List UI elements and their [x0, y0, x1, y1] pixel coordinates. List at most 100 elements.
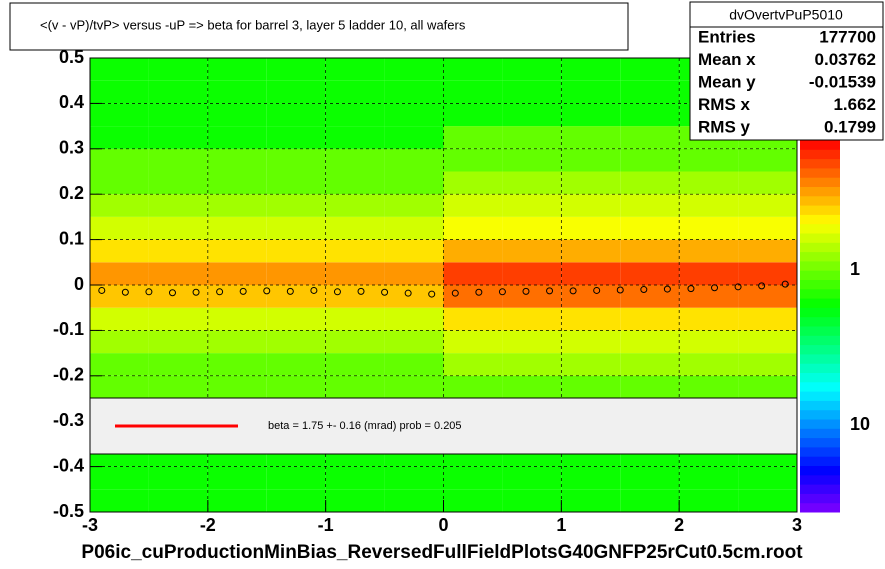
- heatmap-cell: [148, 80, 208, 104]
- colorbar-step: [800, 484, 840, 494]
- colorbar-step: [800, 242, 840, 253]
- heatmap-cell: [502, 239, 562, 263]
- stats-value: 0.1799: [824, 117, 876, 136]
- colorbar-step: [800, 381, 840, 392]
- heatmap-cell: [561, 239, 621, 263]
- heatmap-cell: [738, 489, 797, 512]
- x-tick-label: -2: [200, 515, 216, 535]
- heatmap-cell: [561, 330, 621, 354]
- heatmap-cell: [325, 58, 385, 81]
- heatmap-cell: [90, 216, 149, 240]
- colorbar-step: [800, 205, 840, 215]
- colorbar-step: [800, 167, 840, 178]
- profile-point: [310, 286, 318, 294]
- heatmap-cell: [207, 80, 267, 104]
- heatmap-cell: [679, 171, 739, 195]
- heatmap-cell: [148, 330, 208, 354]
- heatmap-cell: [561, 171, 621, 195]
- heatmap-cell: [325, 353, 385, 376]
- colorbar-step: [800, 260, 840, 271]
- heatmap-cell: [738, 216, 797, 240]
- heatmap-cell: [207, 285, 267, 308]
- heatmap-cell: [679, 466, 739, 490]
- colorbar-step: [800, 223, 840, 234]
- heatmap-cell: [502, 216, 562, 240]
- heatmap-cell: [266, 194, 326, 217]
- heatmap-cell: [502, 285, 562, 308]
- profile-point: [781, 280, 789, 288]
- heatmap-cell: [266, 489, 326, 512]
- colorbar-label: 1: [850, 259, 860, 279]
- colorbar-step: [800, 186, 840, 197]
- title-box: [9, 2, 629, 51]
- colorbar-step: [800, 409, 840, 420]
- heatmap-cell: [325, 307, 385, 331]
- heatmap-cell: [502, 58, 562, 81]
- heatmap-cell: [207, 262, 267, 285]
- heatmap-cell: [90, 103, 149, 127]
- heatmap-cell: [148, 489, 208, 512]
- heatmap-cell: [90, 466, 149, 490]
- profile-point: [593, 286, 601, 294]
- heatmap-cell: [207, 330, 267, 354]
- heatmap-cell: [443, 330, 503, 354]
- heatmap-cell: [90, 375, 149, 399]
- heatmap-cell: [266, 375, 326, 399]
- heatmap-cell: [620, 126, 680, 149]
- stats-value: 1.662: [833, 95, 876, 114]
- heatmap-cell: [325, 171, 385, 195]
- colorbar-step: [800, 279, 840, 290]
- heatmap-cell: [620, 307, 680, 331]
- heatmap-cell: [325, 239, 385, 263]
- heatmap-cell: [384, 239, 444, 263]
- heatmap-cell: [679, 216, 739, 240]
- heatmap-cell: [561, 353, 621, 376]
- heatmap-cell: [148, 239, 208, 263]
- profile-point: [569, 287, 577, 295]
- heatmap-cell: [679, 375, 739, 399]
- heatmap-cell: [443, 353, 503, 376]
- heatmap-cell: [561, 194, 621, 217]
- heatmap-cell: [679, 353, 739, 376]
- heatmap-cell: [443, 375, 503, 399]
- heatmap-cell: [443, 239, 503, 263]
- heatmap-cell: [325, 330, 385, 354]
- colorbar-step: [800, 353, 840, 364]
- heatmap-cell: [266, 285, 326, 308]
- profile-point: [640, 286, 648, 294]
- profile-point: [286, 287, 294, 295]
- heatmap-cell: [561, 307, 621, 331]
- profile-point: [121, 288, 129, 296]
- heatmap-cell: [207, 353, 267, 376]
- y-tick-label: -0.3: [53, 410, 84, 430]
- profile-point: [475, 288, 483, 296]
- colorbar-step: [800, 195, 840, 206]
- heatmap-cell: [90, 126, 149, 149]
- heatmap-cell: [90, 239, 149, 263]
- heatmap-cell: [620, 466, 680, 490]
- heatmap-cell: [738, 239, 797, 263]
- heatmap-cell: [266, 239, 326, 263]
- stats-label: RMS y: [698, 117, 751, 136]
- profile-point: [168, 289, 176, 297]
- heatmap-cell: [738, 285, 797, 308]
- y-tick-label: 0.2: [59, 183, 84, 203]
- colorbar: 1 10: [800, 140, 870, 513]
- heatmap-cell: [90, 80, 149, 104]
- heatmap-cell: [148, 58, 208, 81]
- heatmap-cell: [561, 285, 621, 308]
- stats-box: [689, 1, 884, 141]
- heatmap-cell: [207, 466, 267, 490]
- heatmap-cell: [679, 489, 739, 512]
- colorbar-step: [800, 502, 840, 513]
- heatmap-cell: [738, 262, 797, 285]
- heatmap-cell: [502, 375, 562, 399]
- heatmap-cell: [738, 353, 797, 376]
- colorbar-step: [800, 288, 840, 299]
- x-tick-label: -1: [318, 515, 334, 535]
- heatmap-cell: [325, 262, 385, 285]
- heatmap-cell: [620, 330, 680, 354]
- colorbar-step: [800, 474, 840, 485]
- y-tick-label: -0.4: [53, 455, 84, 475]
